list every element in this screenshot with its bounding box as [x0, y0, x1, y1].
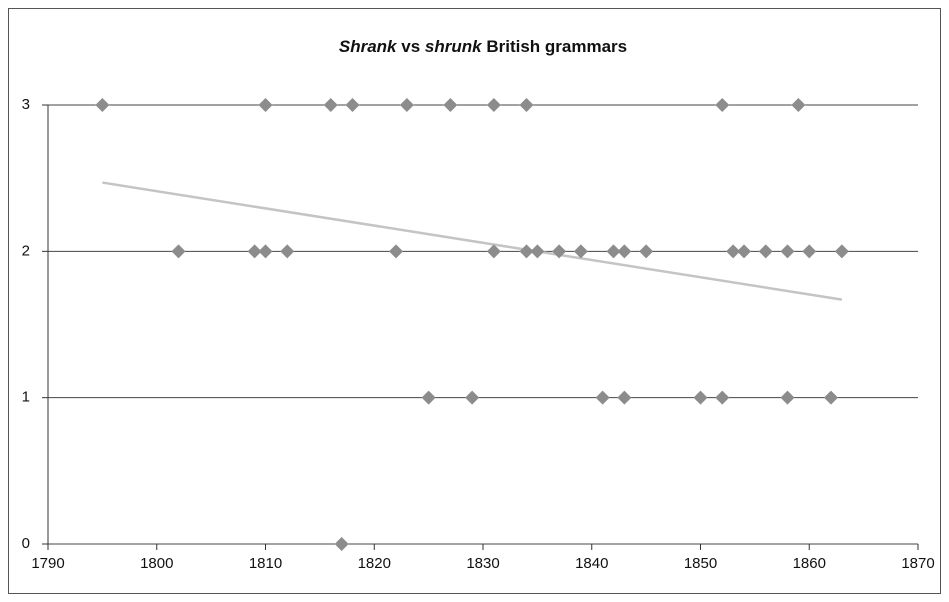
- point: [519, 98, 534, 112]
- y-tick-label: 0: [22, 535, 30, 552]
- x-tick-label: 1800: [140, 555, 173, 572]
- point: [693, 390, 708, 405]
- point: [171, 244, 186, 259]
- point: [95, 98, 110, 112]
- point: [758, 244, 773, 259]
- point: [802, 244, 817, 259]
- point: [345, 98, 360, 112]
- point: [399, 98, 414, 112]
- title-part: Shrank: [339, 37, 398, 56]
- point: [421, 390, 436, 405]
- x-tick-label: 1790: [31, 555, 64, 572]
- point: [443, 98, 458, 112]
- point: [552, 244, 567, 259]
- y-tick-label: 1: [22, 389, 30, 406]
- point: [595, 390, 610, 405]
- title-part: vs: [401, 37, 420, 56]
- point: [519, 244, 534, 259]
- point: [258, 244, 273, 259]
- chart-title: Shrank vs shrunk British grammars: [339, 37, 627, 56]
- point: [617, 390, 632, 405]
- y-tick-label: 3: [22, 96, 30, 113]
- title-part: shrunk: [425, 37, 483, 56]
- point: [486, 244, 501, 259]
- point: [780, 244, 795, 259]
- point: [258, 98, 273, 112]
- point: [389, 244, 403, 259]
- point: [737, 244, 751, 259]
- x-tick-label: 1810: [249, 555, 282, 572]
- point: [465, 390, 480, 405]
- x-tick-label: 1860: [793, 555, 826, 572]
- point: [530, 244, 545, 259]
- point: [617, 244, 632, 259]
- point: [834, 244, 849, 259]
- point: [726, 244, 741, 259]
- point: [280, 244, 295, 259]
- point: [715, 98, 730, 112]
- point: [247, 244, 262, 259]
- point: [791, 98, 806, 112]
- trendline: [102, 181, 843, 301]
- point: [824, 390, 838, 405]
- y-tick-label: 2: [22, 242, 30, 259]
- x-tick-label: 1820: [358, 555, 391, 572]
- chart-frame: [8, 8, 941, 594]
- x-tick-label: 1830: [466, 555, 499, 572]
- point: [323, 98, 338, 112]
- title-part: British grammars: [486, 37, 627, 56]
- point: [780, 390, 795, 405]
- point: [639, 244, 654, 259]
- point: [334, 537, 349, 551]
- point: [715, 390, 730, 405]
- x-tick-label: 1840: [575, 555, 608, 572]
- x-tick-label: 1850: [684, 555, 717, 572]
- point: [486, 98, 501, 112]
- point: [573, 244, 588, 259]
- x-tick-label: 1870: [901, 555, 934, 572]
- point: [606, 244, 621, 259]
